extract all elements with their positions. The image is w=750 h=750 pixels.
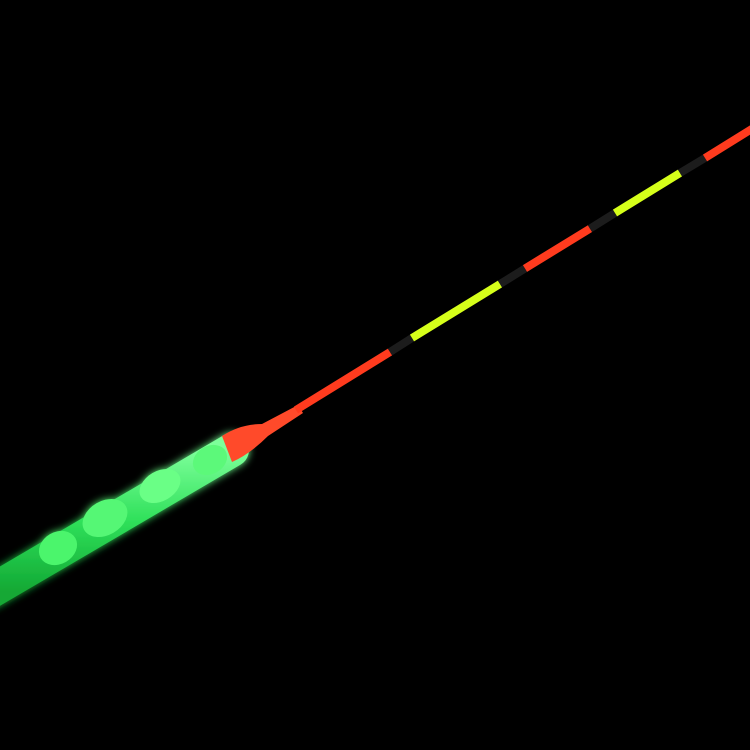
float-body (0, 433, 249, 606)
antenna-yellow (409, 280, 503, 342)
antenna-black (587, 209, 618, 232)
body-bead (192, 444, 228, 476)
antenna-black (677, 154, 708, 177)
antenna-orange (522, 225, 593, 272)
body-bead (139, 468, 181, 504)
antenna-black (497, 265, 528, 288)
antenna-yellow (612, 169, 683, 217)
antenna (293, 125, 750, 414)
body-bead (38, 530, 78, 566)
antenna-orange (702, 125, 750, 162)
body-bead (82, 499, 128, 537)
antenna-black (387, 334, 415, 356)
antenna-orange (293, 348, 393, 414)
collar (222, 405, 303, 462)
